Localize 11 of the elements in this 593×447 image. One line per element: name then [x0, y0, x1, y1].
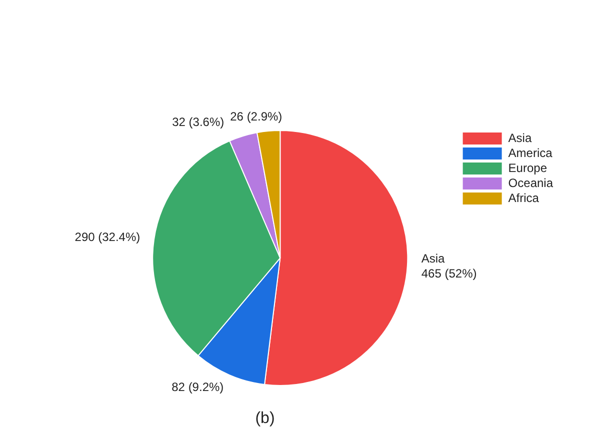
data-label: 32 (3.6%)	[172, 114, 224, 129]
legend-label: Africa	[508, 190, 540, 205]
text: (b)	[254, 410, 276, 428]
data-label: 82 (9.2%)	[172, 380, 224, 394]
data-label: Asia 465 (52%)	[421, 252, 477, 280]
legend-label: America	[508, 146, 553, 160]
data-label: 26 (2.9%)	[230, 109, 282, 124]
legend-label: Oceania	[508, 176, 554, 190]
legend-label: Europe	[508, 160, 548, 175]
legend-label: Asia	[508, 130, 532, 145]
data-label: 290 (32.4%)	[74, 230, 140, 244]
